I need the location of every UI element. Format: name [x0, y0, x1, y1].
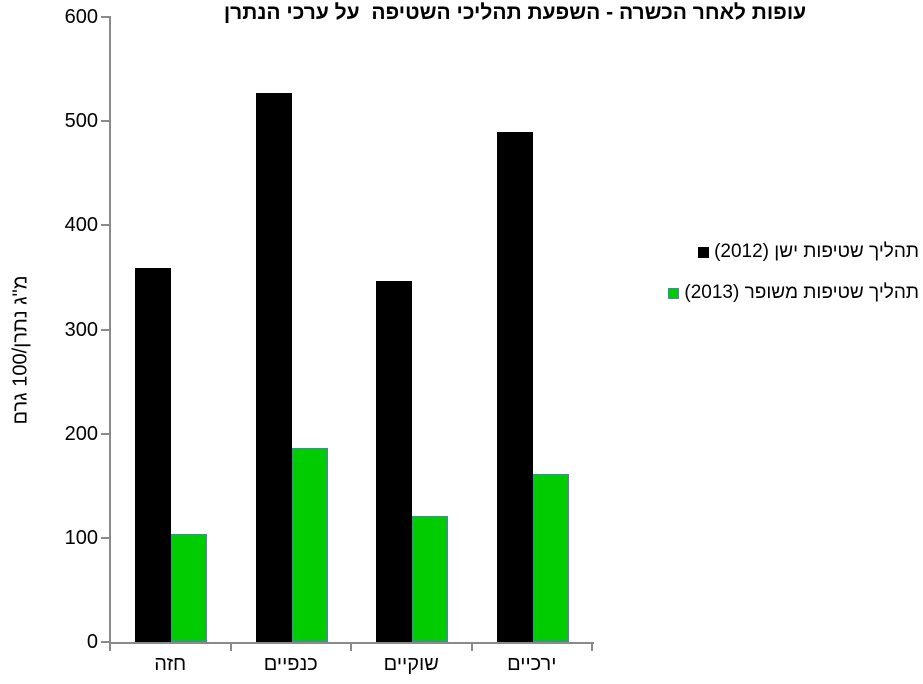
x-tick-mark — [470, 644, 473, 651]
y-axis-line — [109, 16, 111, 643]
bar-s0-c3 — [496, 131, 533, 642]
x-tick-mark — [350, 644, 352, 651]
legend-label: תהליך שטיפות ישן (2012) — [714, 241, 919, 262]
bar-s0-c0 — [135, 268, 171, 642]
x-tick-mark — [229, 644, 232, 651]
y-tick-mark — [101, 536, 109, 539]
chart-title: עופות לאחר הכשרה - השפעת תהליכי השטיפה ע… — [223, 1, 807, 24]
y-tick-mark — [101, 641, 109, 643]
y-tick-label: 200 — [64, 422, 98, 445]
y-tick-label: 100 — [64, 526, 98, 549]
x-tick-mark — [591, 644, 593, 651]
y-tick-mark — [101, 328, 109, 331]
bar-s1-c2 — [412, 515, 448, 642]
y-tick-mark — [101, 16, 109, 18]
y-tick-mark — [101, 224, 109, 227]
y-tick-label: 500 — [64, 110, 98, 133]
legend-item: תהליך שטיפות משופר (2013) — [668, 282, 919, 304]
y-tick-label: 0 — [86, 631, 98, 653]
legend-label: תהליך שטיפות משופר (2013) — [684, 282, 919, 303]
y-tick-label: 300 — [64, 318, 98, 341]
x-tick-mark — [109, 644, 111, 651]
y-tick-mark — [101, 432, 109, 435]
x-category-label: שוקיים — [383, 653, 439, 675]
bar-s1-c3 — [532, 474, 569, 642]
x-category-label: חזה — [154, 653, 187, 675]
y-tick-label: 600 — [64, 6, 98, 28]
bar-s0-c1 — [255, 93, 292, 642]
x-axis-line — [109, 642, 594, 644]
x-category-label: כנפיים — [263, 653, 318, 675]
legend: תהליך שטיפות ישן (2012) תהליך שטיפות משופ… — [668, 241, 919, 304]
legend-item: תהליך שטיפות ישן (2012) — [698, 241, 919, 263]
bar-s1-c0 — [171, 533, 207, 642]
y-tick-label: 400 — [64, 214, 98, 237]
legend-marker-icon — [668, 287, 680, 299]
y-tick-mark — [101, 120, 109, 123]
y-axis-title: מ"ג נתרן/100 גרם — [9, 275, 32, 425]
legend-marker-icon — [698, 246, 710, 258]
bar-s0-c2 — [376, 280, 412, 642]
x-category-label: ירכיים — [507, 653, 557, 675]
bar-s1-c1 — [291, 448, 328, 642]
